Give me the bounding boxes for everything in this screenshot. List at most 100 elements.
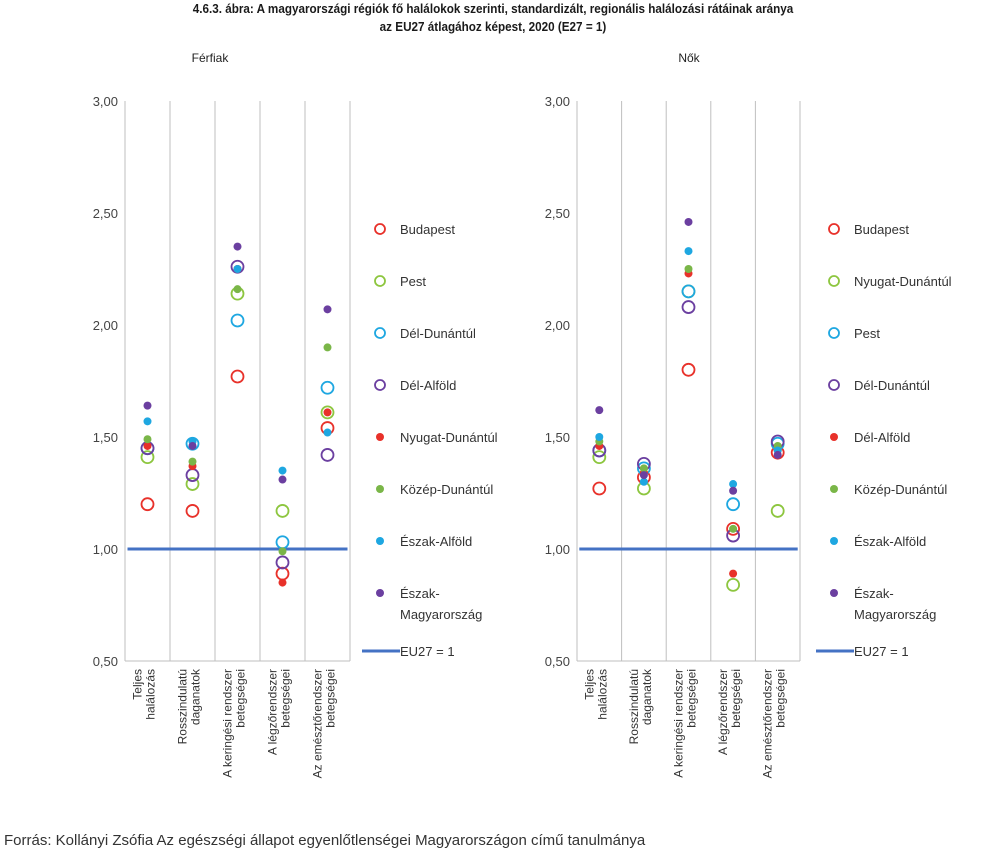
legend-marker-del-dunantul [828, 379, 840, 391]
y-tick-label: 2,00 [93, 318, 118, 333]
data-point-del-dunantul [275, 535, 290, 550]
x-category-label-az-emesztorendszer-betegsegei: Az emésztőrendszerbetegségei [761, 669, 788, 778]
x-category-label-rosszindulatu-daganatok: Rosszindulatúdaganatok [176, 668, 203, 744]
data-point-budapest [592, 481, 607, 496]
legend-marker-eszak-alfold [376, 537, 384, 545]
data-point-eszak-magyarorszag [595, 406, 604, 415]
legend-label-eszak-magyarorszag: Észak-Magyarország [854, 586, 936, 622]
data-point-eszak-magyarorszag [639, 471, 648, 480]
legend-marker-nyugat-dunantul [376, 433, 384, 441]
legend-marker-kozep-dunantul [376, 485, 384, 493]
data-point-eszak-magyarorszag [278, 475, 287, 484]
legend-marker-del-alfold [374, 379, 386, 391]
x-category-label-a-legzorendszer-betegsegei: A légzőrendszerbetegségei [716, 669, 743, 755]
y-tick-label: 1,50 [545, 430, 570, 445]
panel-title-ferfiak: Férfiak [192, 51, 230, 65]
data-point-kozep-dunantul [323, 343, 332, 352]
legend-label-del-dunantul: Dél-Dunántúl [854, 378, 930, 393]
y-tick-label: 1,00 [545, 542, 570, 557]
chart-panel-ferfiak: Férfiak 0,50 1,00 1,50 2,00 2,50 3,00 Teljeshal… [93, 51, 498, 778]
data-point-nyugat-dunantul [592, 450, 607, 465]
legend-label-del-alfold: Dél-Alföld [400, 378, 456, 393]
source-note: Forrás: Kollányi Zsófia Az egészségi áll… [4, 832, 646, 849]
legend-marker-nyugat-dunantul [828, 275, 840, 287]
y-tick-label: 0,50 [545, 654, 570, 669]
data-point-kozep-dunantul [233, 285, 242, 294]
y-tick-label: 2,50 [93, 206, 118, 221]
data-point-del-dunantul [320, 380, 335, 395]
legend-label-del-dunantul: Dél-Dunántúl [400, 326, 476, 341]
data-point-kozep-dunantul [278, 547, 287, 556]
data-point-del-alfold [320, 448, 335, 462]
legend-label-nyugat-dunantul: Nyugat-Dunántúl [400, 430, 498, 445]
data-point-eszak-alfold [639, 477, 648, 486]
y-tick-label: 3,00 [545, 94, 570, 109]
x-category-label-az-emesztorendszer-betegsegei: Az emésztőrendszerbetegségei [311, 669, 338, 778]
y-tick-label: 0,50 [93, 654, 118, 669]
chart-title-line2: az EU27 átlagához képest, 2020 (E27 = 1) [379, 19, 607, 34]
data-point-pest [681, 284, 696, 299]
legend-marker-pest [828, 327, 840, 339]
data-point-budapest [185, 504, 200, 518]
data-point-nyugat-dunantul [726, 577, 740, 592]
data-point-eszak-magyarorszag [684, 217, 693, 226]
legend-marker-budapest [374, 223, 386, 235]
panel-title-nok: Nők [678, 51, 700, 65]
data-point-eszak-magyarorszag [143, 401, 152, 410]
legend-label-budapest: Budapest [854, 222, 909, 237]
y-tick-label: 1,50 [93, 430, 118, 445]
legend-label-eszak-magyarorszag: Észak-Magyarország [400, 586, 482, 622]
data-point-del-alfold [729, 569, 738, 578]
data-point-nyugat-dunantul [323, 408, 332, 417]
legend-label-del-alfold: Dél-Alföld [854, 430, 910, 445]
data-point-del-alfold [275, 555, 290, 570]
data-point-nyugat-dunantul [143, 441, 152, 450]
x-category-label-teljes-halalozas: Teljeshalálozás [131, 669, 158, 720]
legend-label-kozep-dunantul: Közép-Dunántúl [400, 482, 493, 497]
legend-label-pest: Pest [854, 326, 880, 341]
legend-label-eszak-alfold: Észak-Alföld [400, 534, 472, 549]
legend-marker-eszak-magyarorszag [830, 589, 838, 597]
data-point-kozep-dunantul [143, 435, 152, 444]
data-point-budapest [230, 369, 245, 384]
data-point-eszak-alfold [278, 466, 287, 475]
data-point-eszak-alfold [684, 247, 693, 256]
data-point-nyugat-dunantul [770, 504, 785, 518]
data-point-budapest [275, 566, 290, 581]
data-point-del-alfold [185, 468, 200, 482]
data-point-pest [320, 405, 335, 420]
chart-panel-nok: Nők 0,50 1,00 1,50 2,00 2,50 3,00 Teljeshaláloz… [545, 51, 952, 778]
legend-marker-budapest [828, 223, 840, 235]
y-tick-label: 2,00 [545, 318, 570, 333]
data-point-eszak-alfold [729, 480, 738, 489]
legend-marker-kozep-dunantul [830, 485, 838, 493]
legend-label-nyugat-dunantul: Nyugat-Dunántúl [854, 274, 952, 289]
data-point-eszak-magyarorszag [233, 242, 242, 251]
chart-title-line1: 4.6.3. ábra: A magyarországi régiók fő h… [192, 1, 794, 16]
data-point-del-dunantul [230, 313, 245, 328]
legend-label-pest: Pest [400, 274, 426, 289]
legend-marker-eszak-alfold [830, 537, 838, 545]
x-category-label-a-keringesi-rendszer-betegsegei: A keringési rendszerbetegségei [221, 669, 248, 778]
legend-label-eu27: EU27 = 1 [854, 644, 909, 659]
y-tick-label: 2,50 [545, 206, 570, 221]
legend-marker-pest [374, 275, 386, 287]
data-point-kozep-dunantul [684, 265, 693, 273]
y-tick-label: 3,00 [93, 94, 118, 109]
y-tick-label: 1,00 [93, 542, 118, 557]
legend-label-eszak-alfold: Észak-Alföld [854, 534, 926, 549]
legend-marker-del-alfold [830, 433, 838, 441]
legend-marker-del-dunantul [374, 327, 386, 339]
data-point-pest [185, 477, 200, 491]
chart-figure: Férfiak 0,50 1,00 1,50 2,00 2,50 3,00 Teljeshal… [93, 51, 952, 778]
data-point-kozep-dunantul [188, 457, 197, 466]
data-point-pest [726, 497, 740, 512]
data-point-eszak-alfold [233, 265, 242, 273]
data-point-nyugat-dunantul [278, 578, 287, 587]
data-point-del-dunantul [681, 300, 696, 314]
legend-label-kozep-dunantul: Közép-Dunántúl [854, 482, 947, 497]
x-category-label-teljes-halalozas: Teljeshalálozás [582, 669, 609, 720]
data-point-eszak-magyarorszag [188, 441, 197, 450]
data-point-kozep-dunantul [729, 524, 738, 533]
chart-title: 4.6.3. ábra: A magyarországi régiók fő h… [49, 0, 936, 36]
